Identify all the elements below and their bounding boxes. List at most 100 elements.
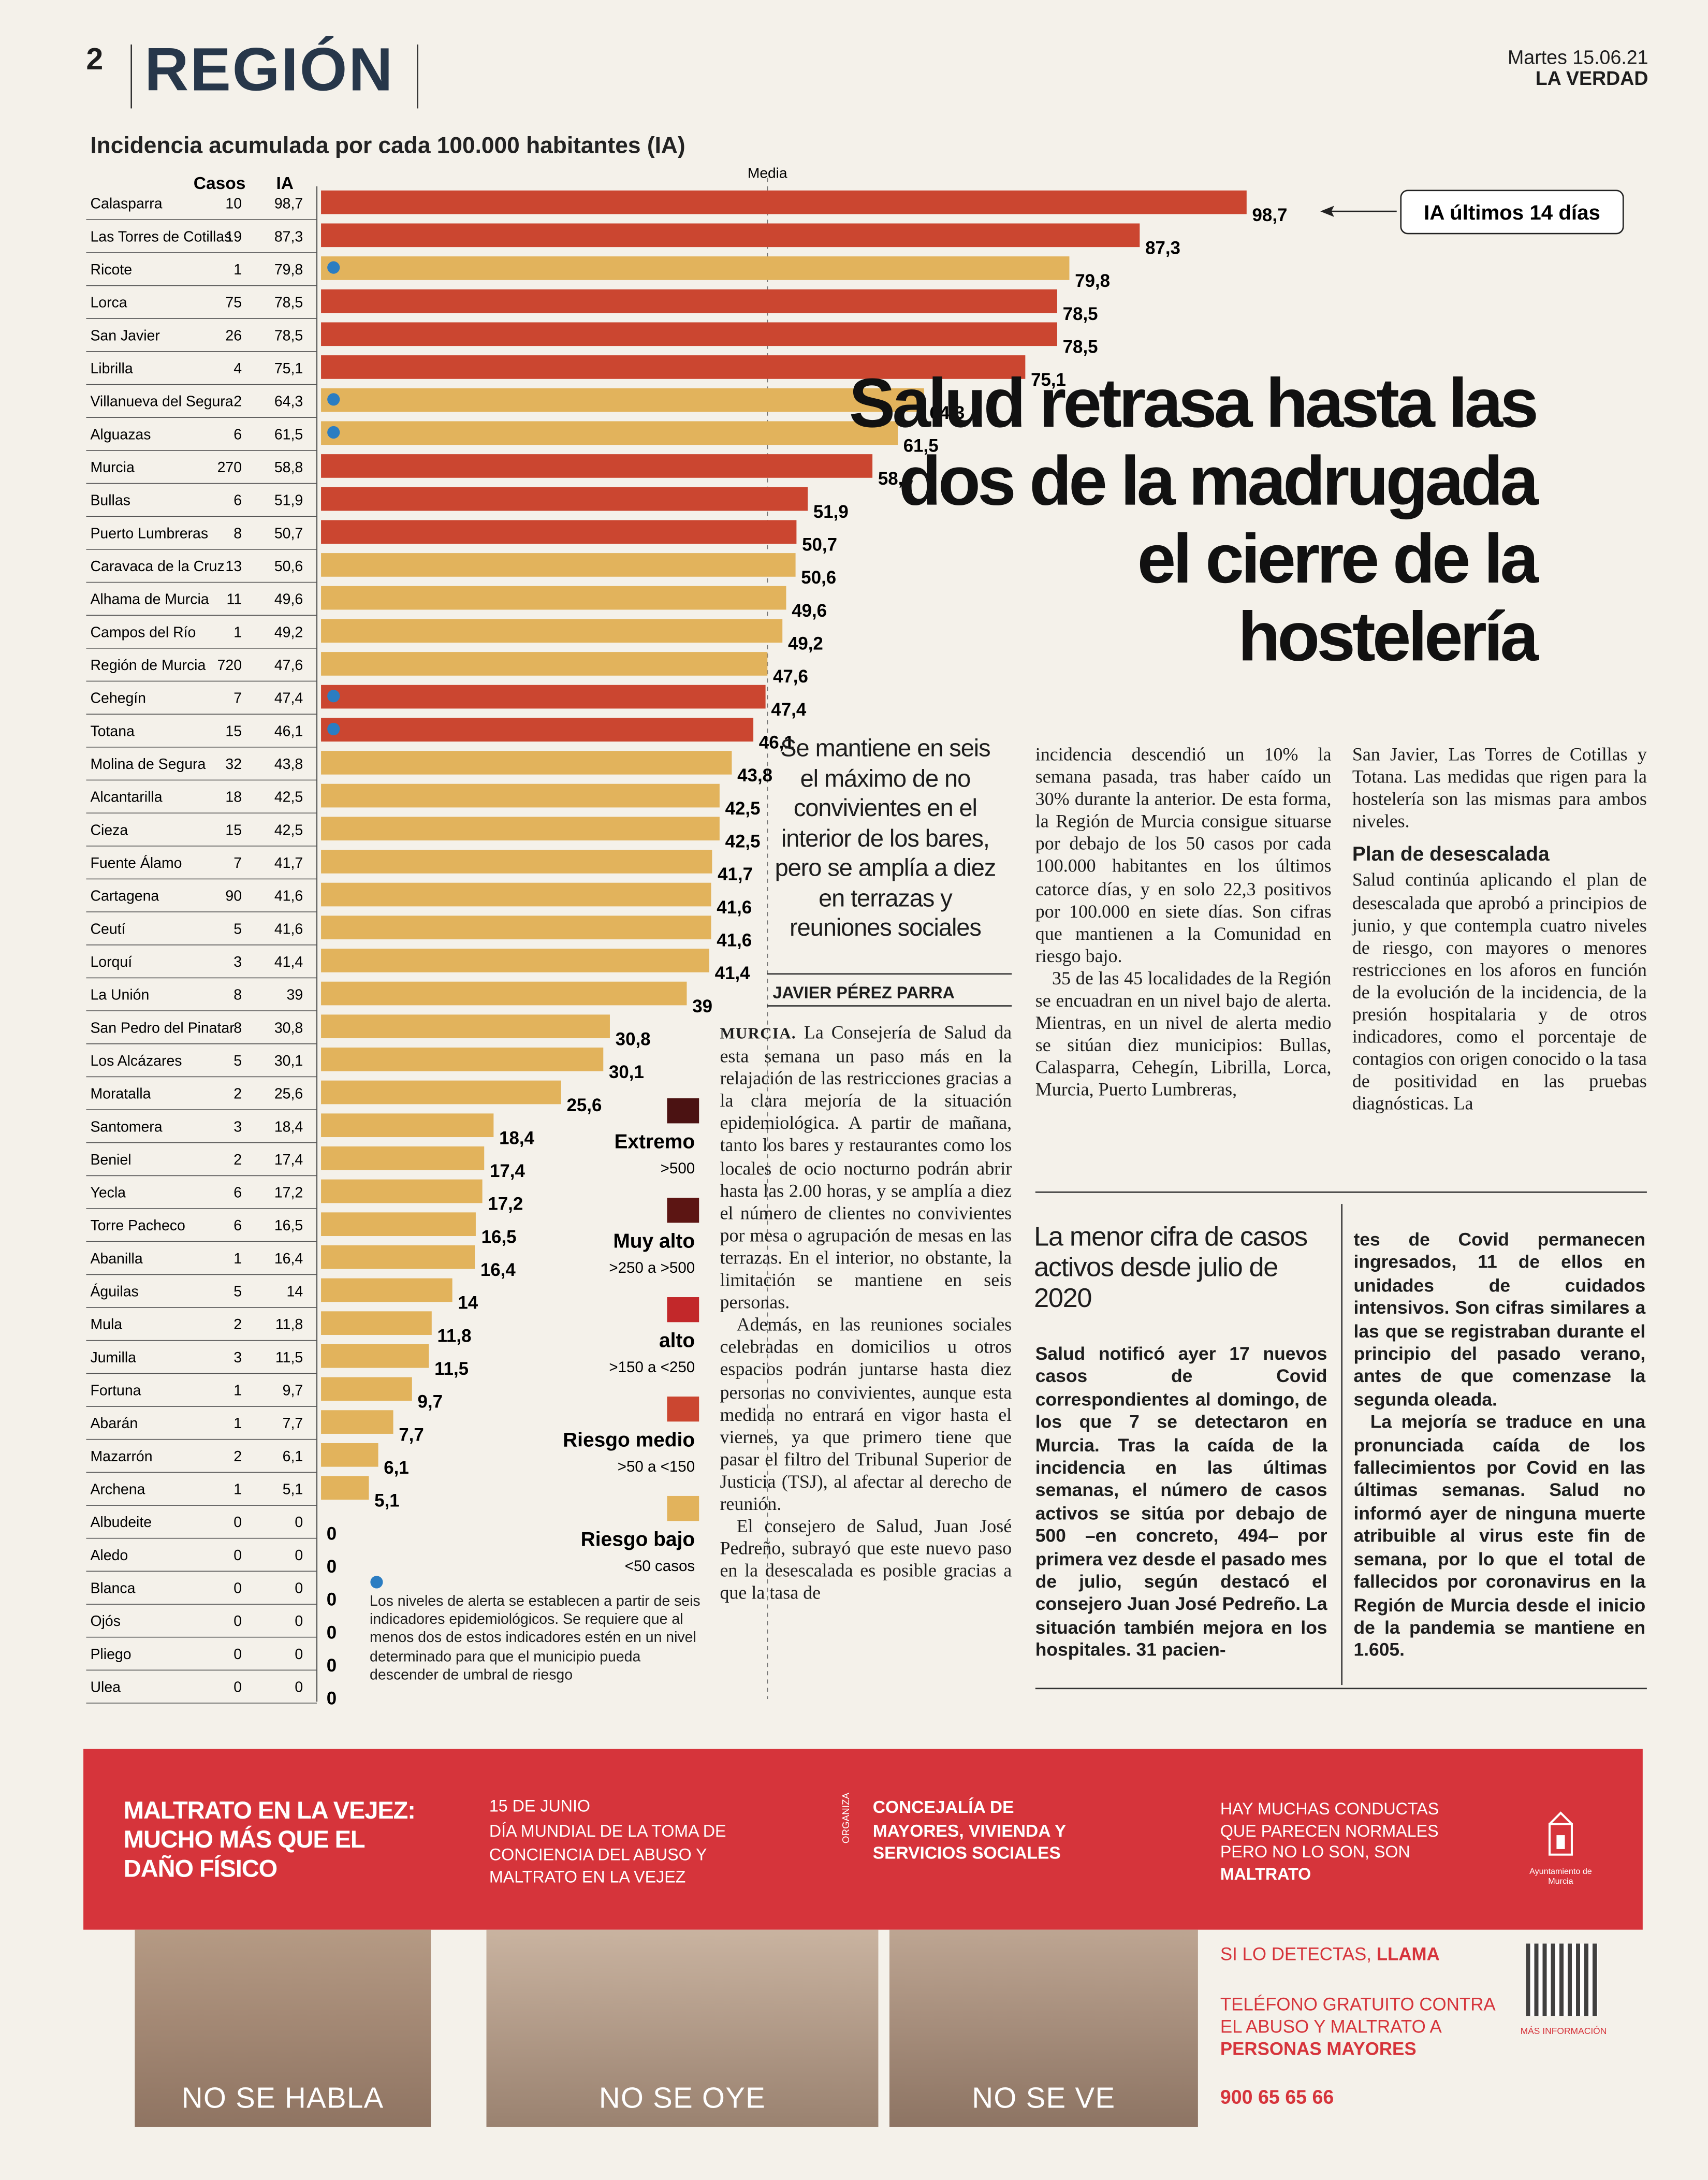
- bar-label: 58,8: [878, 469, 913, 489]
- bar: [321, 322, 1057, 346]
- mean-label: Media: [748, 165, 787, 181]
- bar: [321, 1080, 561, 1104]
- bar-label: 17,4: [490, 1161, 525, 1181]
- alert-marker: [327, 393, 340, 406]
- row-ia: 5,1: [283, 1481, 303, 1498]
- row-ia: 42,5: [274, 822, 303, 838]
- row-ia: 30,1: [274, 1053, 303, 1069]
- row-cases: 8: [233, 987, 242, 1004]
- bar: [321, 1113, 494, 1138]
- row-ia: 0: [295, 1613, 303, 1630]
- row-name: Ceutí: [90, 921, 125, 937]
- bar-label: 16,4: [480, 1260, 516, 1280]
- row-ia: 30,8: [274, 1020, 303, 1036]
- row-ia: 58,8: [274, 459, 303, 476]
- row-cases: 7: [233, 855, 242, 871]
- bar-label: 50,7: [802, 535, 837, 555]
- ad-phone-bold: PERSONAS MAYORES: [1220, 2038, 1417, 2059]
- row-cases: 0: [233, 1514, 242, 1531]
- row-ia: 0: [295, 1646, 303, 1663]
- issue-date: Martes 15.06.21: [1508, 46, 1648, 68]
- row-cases: 1: [233, 624, 242, 641]
- bar-label: 7,7: [399, 1425, 424, 1445]
- row-cases: 18: [225, 789, 242, 806]
- bar: [321, 421, 898, 445]
- bar-label: 98,7: [1252, 205, 1288, 225]
- row-cases: 6: [233, 1217, 242, 1234]
- row-cases: 5: [233, 1284, 242, 1300]
- bar-label: 75,1: [1031, 370, 1066, 390]
- headline: Salud retrasa hasta las dos de la madrug…: [849, 364, 1539, 676]
- bar: [321, 1048, 604, 1071]
- bar-label: 79,8: [1075, 271, 1110, 291]
- subhead: Plan de desescalada: [1352, 844, 1550, 867]
- row-name: Moratalla: [90, 1086, 151, 1102]
- ad-panel-caption: NO SE VE: [972, 2082, 1116, 2115]
- bar-label: 0: [327, 1689, 337, 1709]
- row-cases: 7: [233, 690, 242, 707]
- bar-label: 0: [327, 1523, 337, 1544]
- row-name: Librilla: [90, 360, 133, 377]
- row-name: Calasparra: [90, 196, 162, 212]
- dateline: MURCIA.: [720, 1026, 796, 1043]
- bar-label: 18,4: [499, 1128, 534, 1148]
- byline: JAVIER PÉREZ PARRA: [772, 983, 955, 1002]
- bar: [321, 190, 1247, 214]
- row-cases: 4: [233, 360, 242, 377]
- chart-title: Incidencia acumulada por cada 100.000 ha…: [90, 133, 685, 158]
- row-cases: 13: [225, 558, 242, 575]
- bar: [321, 718, 754, 742]
- row-name: San Javier: [90, 327, 159, 344]
- ad-message-bold: maltrato: [1220, 1864, 1311, 1883]
- bar-label: 11,5: [434, 1359, 469, 1379]
- row-ia: 39: [287, 987, 303, 1004]
- legend-name: Riesgo bajo: [581, 1529, 695, 1551]
- bar-label: 0: [327, 1622, 337, 1643]
- row-ia: 47,6: [274, 657, 303, 674]
- row-ia: 17,2: [274, 1185, 303, 1201]
- row-ia: 41,4: [274, 954, 303, 970]
- row-ia: 0: [295, 1547, 303, 1564]
- bar-label: 0: [327, 1590, 337, 1610]
- legend-range: >150 a <250: [609, 1359, 695, 1376]
- row-ia: 18,4: [274, 1118, 303, 1135]
- ad-photo: NO SE OYE: [486, 1929, 879, 2127]
- bar-label: 47,6: [773, 666, 808, 687]
- legend-name: Riesgo medio: [563, 1429, 695, 1451]
- bar: [321, 1377, 412, 1401]
- bar-label: 61,5: [903, 436, 939, 456]
- paragraph: El consejero de Salud, Juan José Pedreño…: [720, 1515, 1012, 1604]
- row-name: Totana: [90, 723, 135, 739]
- paragraph: La mejoría se traduce en una pronunciada…: [1353, 1411, 1646, 1661]
- bar-label: 49,2: [788, 634, 823, 654]
- row-cases: 0: [233, 1580, 242, 1597]
- row-name: Mazarrón: [90, 1448, 152, 1465]
- row-ia: 6,1: [283, 1448, 303, 1465]
- row-cases: 2: [233, 1316, 242, 1333]
- cases-header: Casos: [194, 174, 246, 193]
- row-cases: 3: [233, 954, 242, 970]
- row-ia: 41,6: [274, 921, 303, 937]
- row-ia: 9,7: [283, 1383, 303, 1399]
- header-rule: [417, 44, 418, 109]
- row-name: Cehegín: [90, 690, 146, 707]
- bar: [321, 1245, 475, 1269]
- row-cases: 720: [217, 657, 242, 674]
- legend-name: alto: [659, 1330, 695, 1352]
- row-name: Torre Pacheco: [90, 1217, 185, 1234]
- legend-name: Extremo: [614, 1131, 695, 1153]
- ia-header: IA: [276, 174, 294, 193]
- ad-banner: [83, 1749, 1643, 1930]
- bar-label: 41,4: [715, 963, 750, 983]
- bar-label: 30,8: [616, 1029, 651, 1049]
- row-cases: 11: [227, 591, 242, 608]
- bar: [321, 355, 1026, 379]
- ad-date: 15 de junio: [489, 1796, 590, 1816]
- row-name: Alcantarilla: [90, 789, 162, 806]
- bar: [321, 1443, 378, 1467]
- ad-council: Ayuntamiento de Murcia: [1529, 1868, 1592, 1887]
- row-name: Albudeite: [90, 1514, 152, 1531]
- row-ia: 75,1: [274, 360, 303, 377]
- row-name: Archena: [90, 1481, 145, 1498]
